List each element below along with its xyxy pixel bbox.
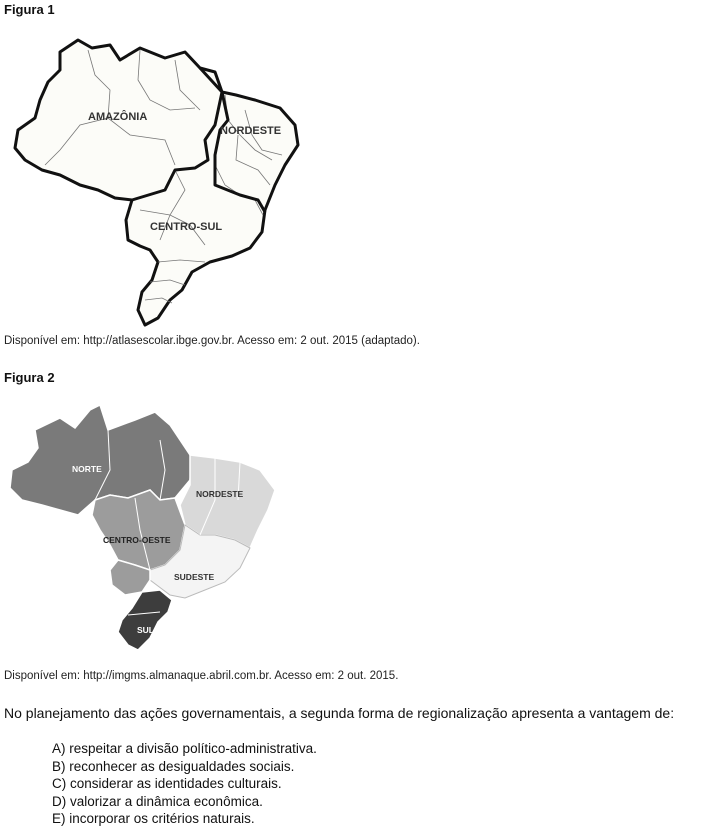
figure-2-source: Disponível em: http://imgms.almanaque.ab…: [4, 670, 399, 682]
option-d[interactable]: D) valorizar a dinâmica econômica.: [52, 793, 263, 809]
option-a[interactable]: A) respeitar a divisão político-administ…: [52, 741, 317, 756]
region-sul: [117, 589, 173, 651]
nordeste-boundary: [213, 91, 267, 213]
label-centro-sul: CENTRO-SUL: [150, 221, 222, 233]
figure-2-title: Figura 2: [4, 370, 55, 385]
question-text: No planejamento das ações governamentais…: [4, 705, 675, 721]
label-sudeste: SUDESTE: [174, 572, 214, 582]
label-amazonia: AMAZÔNIA: [88, 110, 147, 123]
label-sul: SUL: [137, 625, 154, 635]
brazil-outline-fig1: [13, 38, 300, 327]
label-nordeste-fig1: NORDESTE: [220, 125, 281, 137]
region-centro-oeste: [91, 489, 186, 571]
answer-options: A) respeitar a divisão político-administ…: [52, 740, 317, 828]
option-e[interactable]: E) incorporar os critérios naturais.: [52, 811, 255, 826]
figure-2-map: NORTE NORDESTE CENTRO-OESTE SUDESTE SUL: [9, 403, 276, 651]
option-b[interactable]: B) reconhecer as desigualdades sociais.: [52, 758, 295, 774]
state-borders-fig2: [94, 429, 241, 616]
state-borders-fig1: [44, 49, 283, 304]
figure-1-map: AMAZÔNIA NORDESTE CENTRO-SUL: [13, 38, 300, 327]
amazonia-boundary: [131, 66, 224, 202]
label-centro-oeste: CENTRO-OESTE: [103, 535, 171, 545]
label-norte: NORTE: [72, 464, 102, 474]
option-c[interactable]: C) considerar as identidades culturais.: [52, 776, 282, 791]
label-nordeste-fig2: NORDESTE: [196, 489, 244, 499]
figure-1-title: Figura 1: [4, 2, 55, 17]
figure-1-source: Disponível em: http://atlasescolar.ibge.…: [4, 335, 420, 347]
